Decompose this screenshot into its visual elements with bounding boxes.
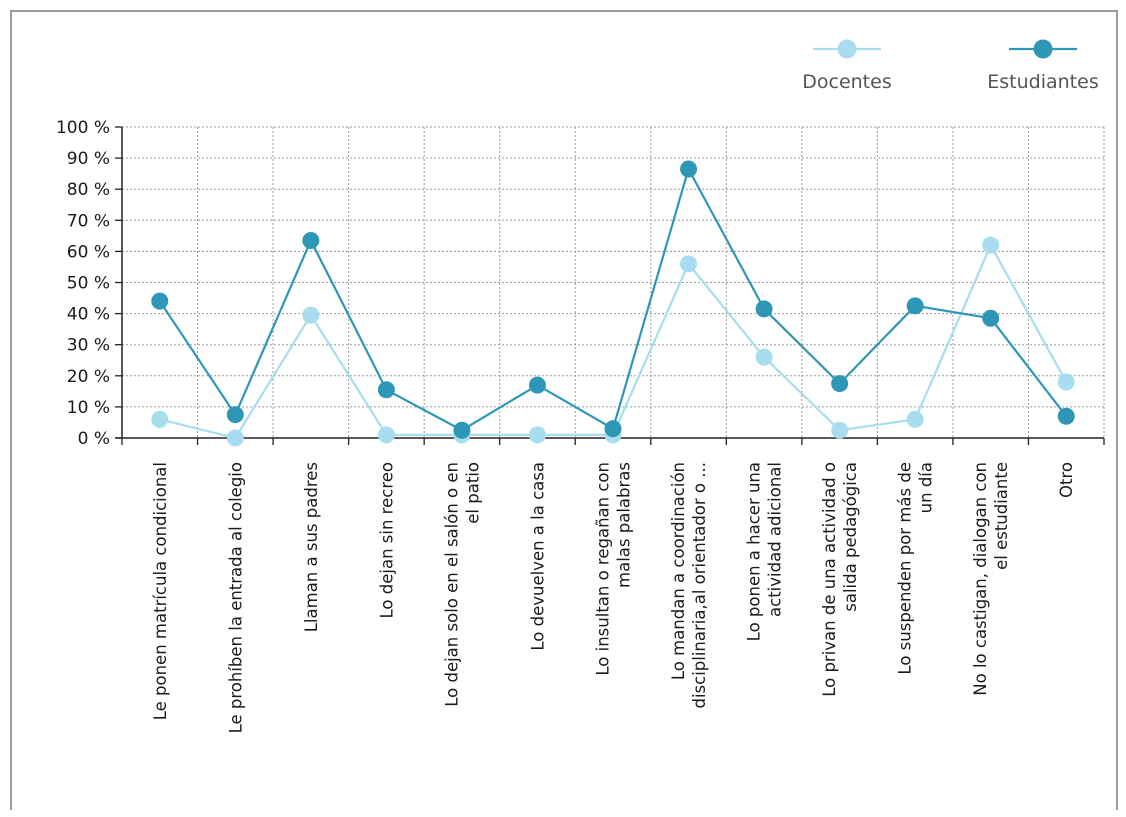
x-tick-label-line: malas palabras xyxy=(615,462,634,588)
data-point-estudiantes xyxy=(680,160,698,178)
data-point-estudiantes xyxy=(226,406,244,424)
x-tick-label: No lo castigan, dialogan con el estudiant… xyxy=(971,462,1011,696)
data-point-estudiantes xyxy=(755,300,773,318)
data-point-docentes xyxy=(528,426,546,444)
y-tick-label: 70 % xyxy=(67,211,110,231)
x-tick-label-line: Lo mandan a coordinación xyxy=(669,462,688,680)
data-point-docentes xyxy=(680,255,698,273)
x-tick-label-line: Lo ponen a hacer una xyxy=(745,462,764,641)
y-tick-label: 50 % xyxy=(67,274,110,294)
x-tick-label-line: actividad adicional xyxy=(766,462,785,617)
x-tick-label: Lo ponen a hacer una actividad adicional xyxy=(745,462,785,641)
axes xyxy=(115,126,1105,445)
legend: Docentes Estudiantes xyxy=(802,39,1099,93)
x-tick-label-line: Lo insultan o regañan con xyxy=(594,462,613,676)
data-point-docentes xyxy=(377,426,395,444)
data-point-estudiantes xyxy=(831,375,849,393)
x-tick-label-line: Lo devuelven a la casa xyxy=(528,462,547,651)
data-point-estudiantes xyxy=(982,309,1000,327)
legend-item-docentes: Docentes xyxy=(802,39,892,93)
x-tick-label-line: Lo privan de una actividad o xyxy=(820,462,839,697)
data-point-docentes xyxy=(302,306,320,324)
y-tick-label: 0 % xyxy=(78,429,110,449)
data-point-docentes xyxy=(906,410,924,428)
series-lines xyxy=(158,166,1068,440)
x-tick-label: Le ponen matrícula condicional xyxy=(151,462,170,720)
data-point-estudiantes xyxy=(453,421,471,439)
legend-label: Docentes xyxy=(802,71,891,93)
x-tick-label: Lo insultan o regañan con malas palabras xyxy=(594,462,634,676)
y-tick-label: 40 % xyxy=(67,305,110,325)
y-tick-label: 60 % xyxy=(67,242,110,262)
data-point-estudiantes xyxy=(377,381,395,399)
data-point-estudiantes xyxy=(1057,407,1075,425)
x-tick-label-line: el estudiante xyxy=(992,462,1011,570)
x-tick-label-line: Le prohíben la entrada al colegio xyxy=(226,462,245,733)
legend-marker xyxy=(1033,39,1053,59)
data-point-estudiantes xyxy=(604,420,622,438)
x-tick-label-line: salida pedagógica xyxy=(841,462,860,612)
chart-frame xyxy=(10,10,1118,810)
x-tick-label-line: Otro xyxy=(1057,462,1076,498)
x-tick-label-line: Le ponen matrícula condicional xyxy=(151,462,170,720)
x-tick-label: Llaman a sus padres xyxy=(302,462,321,632)
data-point-estudiantes xyxy=(528,376,546,394)
data-point-docentes xyxy=(755,348,773,366)
data-point-docentes xyxy=(151,410,169,428)
x-axis-labels: Le ponen matrícula condicional Le prohíbe… xyxy=(151,462,1076,733)
x-tick-label: Lo devuelven a la casa xyxy=(528,462,547,651)
y-axis-ticks: 0 % 10 % 20 % 30 % 40 % 50 % 60 % 70 % 80 % 90 % 1… xyxy=(56,118,110,449)
data-point-estudiantes xyxy=(302,232,320,250)
x-tick-label: Lo suspenden por más de un día xyxy=(896,462,936,675)
x-tick-label-line: No lo castigan, dialogan con xyxy=(971,462,990,696)
x-tick-label-line: Lo dejan solo en el salón o en xyxy=(442,462,461,707)
y-tick-label: 90 % xyxy=(67,149,110,169)
y-tick-label: 80 % xyxy=(67,180,110,200)
data-point-estudiantes xyxy=(906,297,924,315)
data-point-estudiantes xyxy=(151,292,169,310)
legend-label: Estudiantes xyxy=(987,71,1098,93)
x-tick-label-line: el patio xyxy=(463,462,482,524)
x-tick-label: Le prohíben la entrada al colegio xyxy=(226,462,245,733)
series-points xyxy=(151,160,1075,447)
y-tick-label: 20 % xyxy=(67,367,110,387)
x-tick-label-line: un día xyxy=(917,462,936,513)
x-tick-label: Lo dejan solo en el salón o en el patio xyxy=(442,462,482,707)
x-tick-label-line: disciplinaria,al orientador o ... xyxy=(690,462,709,709)
x-tick-label-line: Llaman a sus padres xyxy=(302,462,321,632)
x-tick-label-line: Lo suspenden por más de xyxy=(896,462,915,675)
y-tick-label: 10 % xyxy=(67,398,110,418)
data-point-docentes xyxy=(1057,373,1075,391)
x-tick-label: Lo privan de una actividad o salida pedag… xyxy=(820,462,860,697)
series-line-estudiantes xyxy=(158,166,1068,432)
x-tick-label: Lo dejan sin recreo xyxy=(377,462,396,618)
legend-item-estudiantes: Estudiantes xyxy=(987,39,1099,93)
legend-marker xyxy=(837,39,857,59)
x-tick-label: Otro xyxy=(1057,462,1076,498)
y-tick-label: 30 % xyxy=(67,336,110,356)
x-tick-label-line: Lo dejan sin recreo xyxy=(377,462,396,618)
x-tick-label: Lo mandan a coordinación disciplinaria,al… xyxy=(669,462,709,709)
grid-lines xyxy=(122,126,1105,438)
data-point-docentes xyxy=(831,421,849,439)
data-point-docentes xyxy=(982,236,1000,254)
data-point-docentes xyxy=(226,429,244,447)
y-tick-label: 100 % xyxy=(56,118,110,138)
